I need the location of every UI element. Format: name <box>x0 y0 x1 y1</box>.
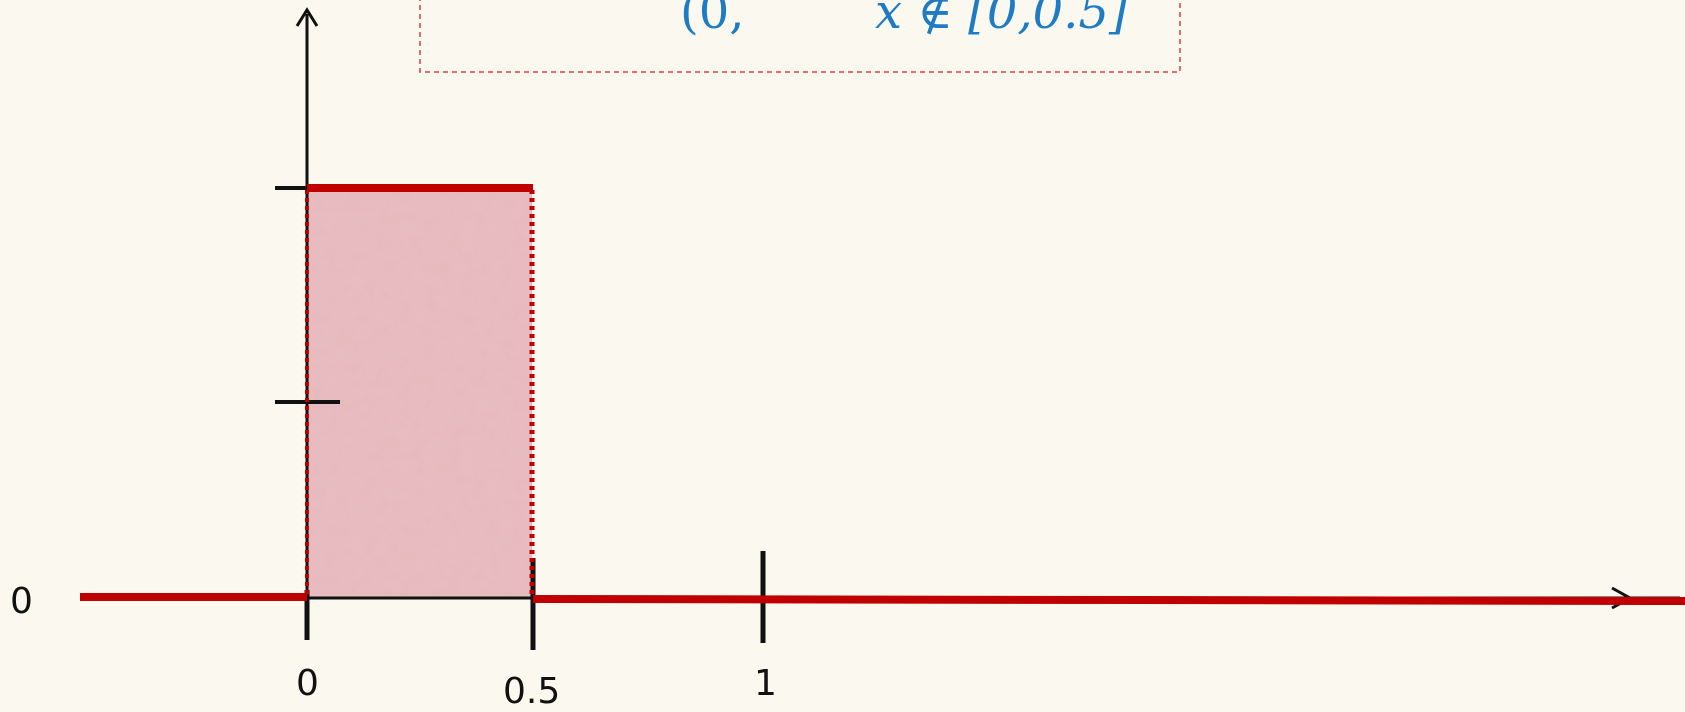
x-label-1: 1 <box>754 663 777 704</box>
density-line-right <box>532 595 1685 605</box>
formula-fragment-left: (0, <box>680 0 745 40</box>
y-label-0: 0 <box>10 581 33 622</box>
formula-box <box>419 0 1181 73</box>
x-label-0: 0 <box>296 663 319 704</box>
y-axis-arrow <box>295 7 319 27</box>
formula-fragment-right: x ∉ [0,0.5] <box>875 0 1128 40</box>
density-area-texture <box>307 188 532 598</box>
x-label-0-5: 0.5 <box>503 671 561 712</box>
